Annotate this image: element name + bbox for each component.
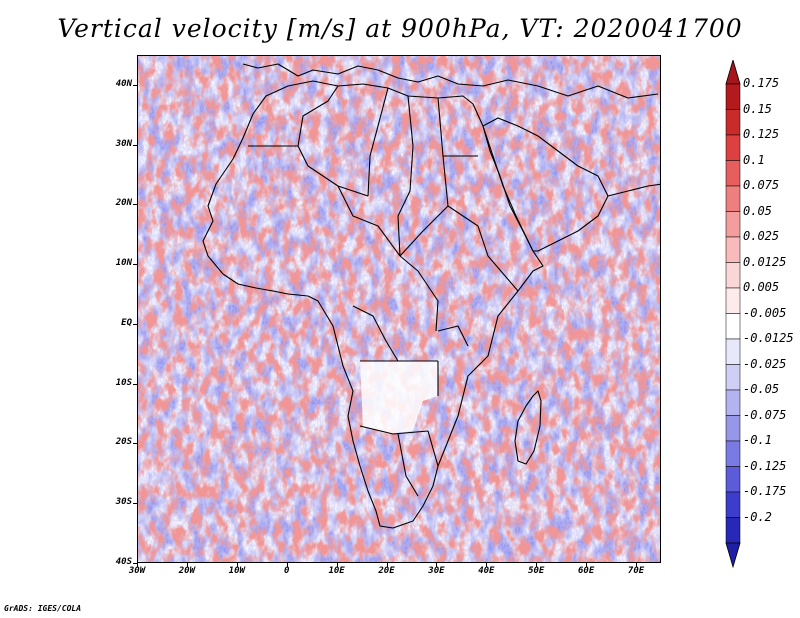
lon-tick-label: 70E <box>627 566 645 576</box>
lat-tick-label: EQ <box>121 317 132 328</box>
colorbar-box <box>725 287 741 314</box>
lat-tick-label: 30S <box>115 497 132 508</box>
lon-tick-mark <box>286 563 288 567</box>
lon-tick-mark <box>386 563 388 567</box>
colorbar-box <box>725 109 741 136</box>
colorbar-level-label: 0.075 <box>743 178 780 192</box>
lat-tick-label: 10S <box>115 377 132 388</box>
colorbar-level-label: 0.0125 <box>743 254 787 269</box>
colorbar-level-label: 0.175 <box>743 76 780 90</box>
colorbar-top-cap <box>725 60 741 85</box>
lon-tick-label: 10W <box>228 566 245 576</box>
lon-tick-label: 60E <box>578 566 595 576</box>
lat-tick-mark <box>133 563 137 564</box>
colorbar-box <box>725 83 741 110</box>
colorbar <box>725 60 741 569</box>
colorbar-box <box>725 466 741 493</box>
grads-credit: GrADS: IGES/COLA <box>4 604 82 613</box>
colorbar-level-label: -0.0125 <box>743 331 794 345</box>
lon-tick-label: 50E <box>528 566 545 576</box>
lat-tick-label: 20S <box>115 437 132 448</box>
map-panel <box>137 55 661 563</box>
colorbar-box <box>725 389 741 416</box>
lon-tick-label: 30E <box>428 566 445 576</box>
lat-tick-mark <box>133 264 137 266</box>
colorbar-level-label: -0.175 <box>743 484 787 498</box>
lon-tick-label: 20W <box>178 566 196 576</box>
colorbar-box <box>725 262 741 289</box>
colorbar-bottom-cap <box>725 542 741 569</box>
lat-tick-label: 40S <box>115 557 132 567</box>
colorbar-box <box>725 415 741 442</box>
lon-tick-mark <box>636 563 638 567</box>
colorbar-level-label: -0.025 <box>743 356 787 371</box>
lat-tick-mark <box>133 383 137 385</box>
colorbar-level-label: 0.05 <box>743 203 772 218</box>
lon-tick-label: 20E <box>378 566 395 576</box>
lon-tick-mark <box>486 563 488 567</box>
colorbar-box <box>725 338 741 365</box>
lon-tick-mark <box>137 563 138 567</box>
lat-tick-mark <box>133 443 137 445</box>
lon-tick-mark <box>436 563 438 567</box>
colorbar-box <box>725 185 741 212</box>
colorbar-level-label: -0.075 <box>743 407 787 422</box>
lat-tick-mark <box>133 84 137 86</box>
colorbar-box <box>725 134 741 161</box>
lat-tick-mark <box>133 323 137 325</box>
lon-tick-mark <box>536 563 538 567</box>
colorbar-level-label: -0.05 <box>743 382 780 396</box>
lat-tick-label: 30N <box>115 138 132 149</box>
colorbar-box <box>725 364 741 391</box>
lon-tick-label: 40E <box>478 566 495 576</box>
lon-tick-mark <box>336 563 338 567</box>
lon-tick-mark <box>586 563 588 567</box>
lat-tick-label: 20N <box>115 198 132 209</box>
colorbar-box <box>725 160 741 187</box>
lon-tick-label: 0 <box>283 566 290 576</box>
colorbar-box <box>725 491 741 518</box>
colorbar-level-label: 0.1 <box>743 152 765 167</box>
map-title: Vertical velocity [m/s] at 900hPa, VT: 2… <box>57 14 743 43</box>
colorbar-box <box>725 440 741 467</box>
colorbar-level-label: -0.2 <box>743 509 772 524</box>
colorbar-box <box>725 313 741 340</box>
colorbar-level-label: -0.1 <box>743 433 772 447</box>
lat-tick-mark <box>133 144 137 146</box>
colorbar-level-label: -0.125 <box>743 458 787 473</box>
lon-tick-mark <box>186 563 188 567</box>
colorbar-box <box>725 236 741 263</box>
colorbar-level-label: 0.15 <box>743 101 772 116</box>
colorbar-box <box>725 211 741 238</box>
lat-tick-mark <box>133 204 137 206</box>
colorbar-level-label: 0.125 <box>743 127 780 141</box>
colorbar-box <box>725 517 741 544</box>
colorbar-level-label: 0.005 <box>743 280 780 294</box>
lon-tick-label: 30W <box>128 566 146 576</box>
colorbar-level-label: 0.025 <box>743 229 780 243</box>
vertical-velocity-field <box>138 56 660 562</box>
lat-tick-label: 10N <box>115 258 132 269</box>
lon-tick-mark <box>236 563 238 567</box>
colorbar-level-label: -0.005 <box>743 305 787 320</box>
lon-tick-label: 10E <box>328 566 345 576</box>
lat-tick-mark <box>133 503 137 505</box>
lat-tick-label: 40N <box>115 78 132 89</box>
